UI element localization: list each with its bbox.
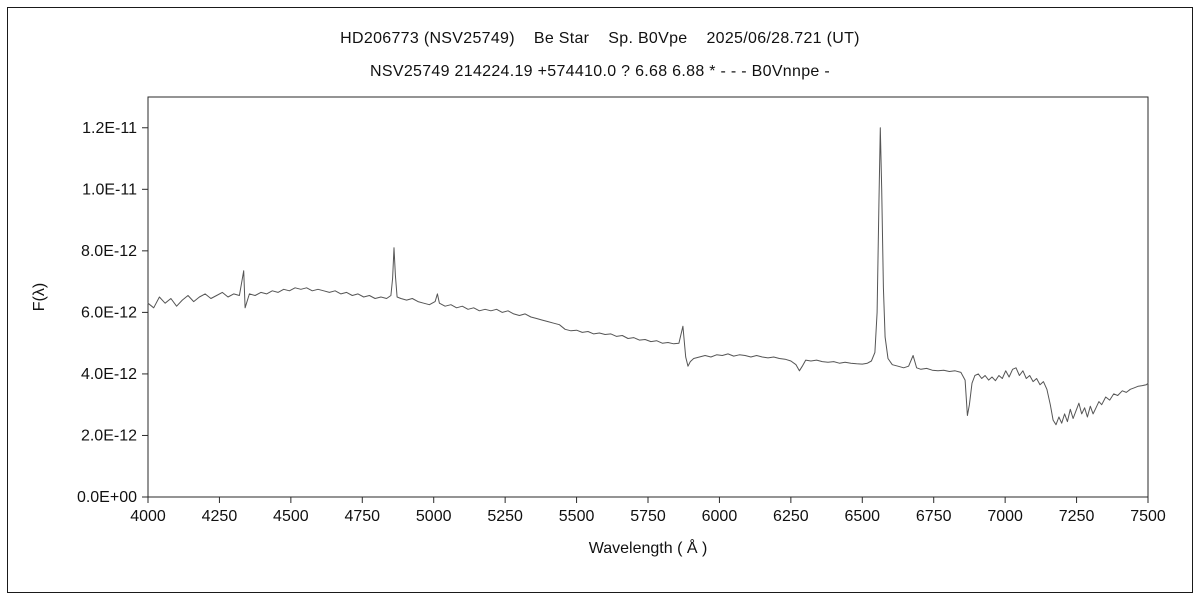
x-tick-label: 7500	[1130, 508, 1166, 525]
y-tick-label: 6.0E-12	[81, 304, 137, 321]
x-tick-label: 5250	[487, 508, 523, 525]
x-tick-label: 5500	[559, 508, 595, 525]
spectrum-line	[147, 127, 1149, 426]
y-tick-label: 1.0E-11	[82, 181, 137, 198]
x-tick-label: 5750	[630, 508, 666, 525]
y-tick-label: 4.0E-12	[81, 366, 137, 383]
x-tick-label: 4750	[344, 508, 380, 525]
chart-title: HD206773 (NSV25749) Be Star Sp. B0Vpe 20…	[340, 30, 860, 47]
x-tick-label: 6000	[702, 508, 738, 525]
chart-subtitle: NSV25749 214224.19 +574410.0 ? 6.68 6.88…	[370, 63, 830, 80]
plot-area-border	[147, 96, 1149, 498]
x-tick-label: 7000	[987, 508, 1023, 525]
y-tick-label: 2.0E-12	[81, 427, 137, 444]
x-axis-label: Wavelength ( Å )	[588, 540, 708, 557]
x-tick-label: 7250	[1059, 508, 1095, 525]
y-tick-label: 1.2E-11	[82, 120, 137, 137]
x-tick-label: 6500	[844, 508, 880, 525]
x-tick-label: 4000	[130, 508, 166, 525]
y-axis-label: F(λ)	[31, 282, 48, 312]
y-tick-label: 0.0E+00	[77, 489, 137, 506]
x-tick-label: 5000	[416, 508, 452, 525]
x-tick-label: 6250	[773, 508, 809, 525]
x-tick-label: 4500	[273, 508, 309, 525]
x-tick-label: 4250	[202, 508, 238, 525]
y-tick-label: 8.0E-12	[81, 243, 137, 260]
x-tick-label: 6750	[916, 508, 952, 525]
